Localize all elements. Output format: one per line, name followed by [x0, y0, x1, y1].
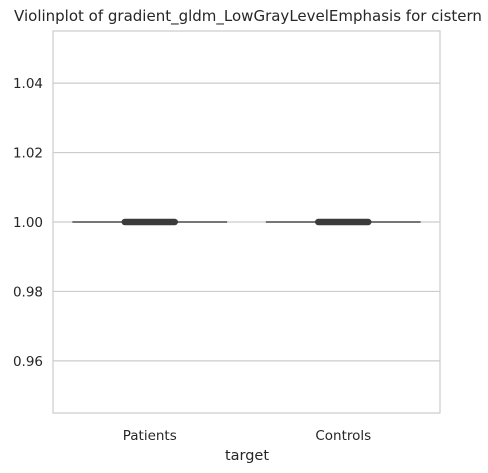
- y-tick-label: 0.96: [13, 354, 43, 370]
- y-tick-label: 0.98: [13, 284, 43, 300]
- plot-area: 0.96 0.98 1.00 1.02 1.04 Patients Controls: [13, 30, 441, 444]
- x-tick-label: Patients: [123, 428, 177, 444]
- chart-title: Violinplot of gradient_gldm_LowGrayLevel…: [14, 7, 482, 26]
- y-tick-label: 1.04: [13, 76, 43, 92]
- y-tick-label: 1.02: [13, 146, 43, 162]
- x-axis-label: target: [225, 448, 269, 464]
- x-tick-label: Controls: [315, 428, 371, 444]
- plot-frame: [52, 30, 441, 414]
- y-tick-label: 1.00: [13, 215, 43, 231]
